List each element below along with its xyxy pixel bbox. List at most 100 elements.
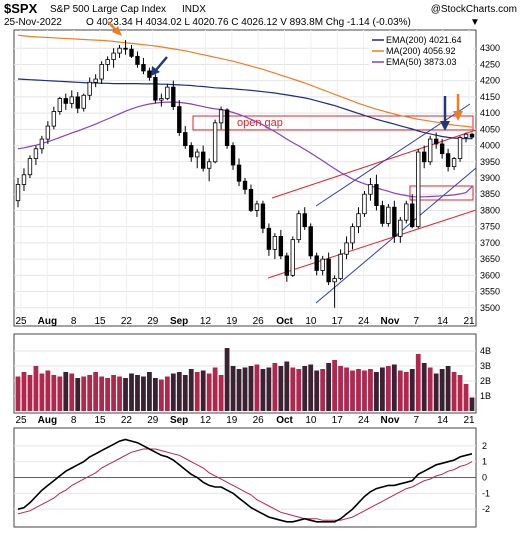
volume-bar [439,369,445,411]
volume-bar [57,376,63,411]
candle-body [141,64,146,72]
candle-body [386,206,391,224]
volume-bar [224,348,230,411]
candle-body [404,203,409,221]
x-tick-label: 24 [358,316,370,327]
volume-bar [39,373,45,411]
x-tick-label: 15 [94,316,106,327]
volume-bar [290,367,296,411]
volume-bar [266,367,272,411]
volume-bar [158,379,164,411]
small-gap-box [409,185,474,201]
candles-group [15,40,475,308]
volume-bar [51,375,57,411]
open-gap-box [192,115,474,131]
price-tick-label: 4000 [480,141,500,151]
x-tick-label-lower: 12 [200,415,212,426]
candle-body [159,98,164,101]
volume-bar [87,375,93,411]
volume-bar [27,375,33,411]
candle-body [392,206,397,237]
candle-body [218,109,224,124]
x-tick-label: 29 [147,316,159,327]
x-tick-label-lower: 24 [358,415,370,426]
volume-bar [326,363,332,411]
candle-body [230,145,236,166]
overlay-line-ma200 [17,34,473,128]
macd-tick-label: 1 [482,457,487,467]
x-tick-label: 26 [253,316,265,327]
candle-body [463,133,469,138]
volume-axis: 1B 2B 3B 4B [480,346,491,401]
volume-bar [236,369,242,411]
volume-bar [254,364,260,411]
candle-body [39,138,45,150]
candle-body [81,94,86,109]
x-tick-label-lower: 26 [253,415,265,426]
price-tick-label: 3900 [480,173,500,183]
volume-bar [338,366,343,411]
x-tick-label: Sep [170,316,188,327]
overlay-line-ema200 [17,78,472,140]
candle-body [195,151,200,158]
x-tick-label: 7 [414,316,420,327]
price-tick-label: 3950 [480,157,500,167]
volume-bar [135,375,140,411]
candle-body [398,219,403,237]
candle-body [356,213,361,228]
volume-bar [380,367,385,411]
candle-body [105,59,110,65]
macd-axis: -2 -1 0 1 2 [482,441,490,514]
candle-body [57,98,63,112]
volume-bars-group [15,348,475,411]
candle-body [427,138,433,163]
volume-bar [200,370,206,411]
candle-body [165,86,170,99]
price-tick-label: 3600 [480,270,500,280]
volume-bar [302,366,308,411]
price-tick-label: 4200 [480,76,500,86]
x-tick-label-lower: 15 [94,415,106,426]
volume-bar [63,372,69,411]
candle-body [45,125,51,140]
candle-body [308,226,313,257]
candle-body [177,106,182,133]
volume-bar [170,373,176,411]
candle-body [75,96,80,109]
candle-body [350,226,355,244]
candle-body [445,153,451,168]
candle-body [153,77,158,101]
volume-bar [176,372,182,411]
volume-bar [332,360,337,411]
volume-bar [129,373,134,411]
volume-bar [230,366,236,411]
candle-body [248,188,254,211]
x-tick-label-lower: 21 [463,415,475,426]
volume-bar [385,366,391,411]
macd-tick-label: -1 [482,488,490,498]
volume-bar [272,363,278,411]
x-tick-label: 12 [200,316,212,327]
candle-body [206,161,212,169]
volume-bar [81,376,87,411]
candle-body [260,203,266,229]
volume-bar [457,375,463,411]
price-tick-label: 4300 [480,43,500,53]
candle-body [51,111,57,127]
overlay-lines [17,34,473,198]
price-tick-label: 3750 [480,222,500,232]
volume-bar [368,369,373,411]
candle-body [242,180,248,190]
x-tick-label-lower: 22 [121,415,133,426]
x-tick-label: 17 [332,316,344,327]
volume-bar [206,373,212,411]
x-tick-label: 19 [226,316,238,327]
candle-body [63,98,68,104]
price-tick-label: 3550 [480,287,500,297]
volume-bar [445,366,451,411]
volume-bar [117,376,122,411]
candle-body [183,132,188,146]
